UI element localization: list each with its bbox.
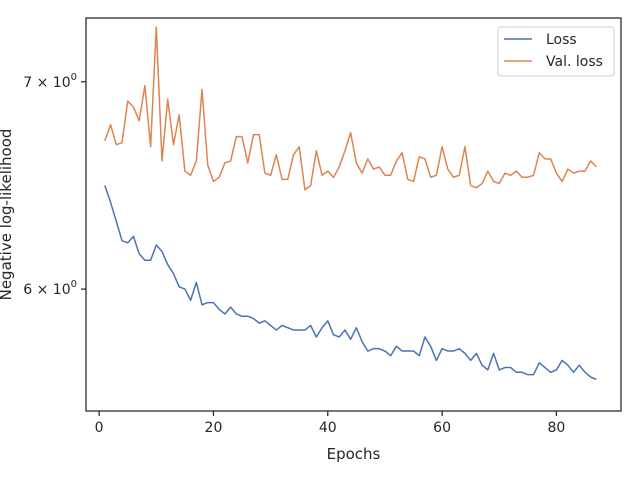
series-layer bbox=[104, 26, 597, 381]
x-axis-label: Epochs bbox=[327, 445, 381, 463]
series-line-loss bbox=[104, 185, 597, 381]
x-tick-label: 40 bbox=[319, 420, 337, 436]
x-tick-label: 0 bbox=[95, 420, 104, 436]
x-tick-label: 80 bbox=[547, 420, 565, 436]
y-tick-label: 6 × 100 bbox=[23, 279, 77, 298]
legend-label-loss: Loss bbox=[546, 32, 577, 48]
legend-label-val-loss: Val. loss bbox=[546, 54, 603, 70]
plot-frame bbox=[85, 17, 622, 412]
y-tick-label: 7 × 100 bbox=[23, 72, 77, 91]
x-axis: 0 20 40 60 80 bbox=[95, 411, 565, 436]
y-axis: 6 × 100 7 × 100 bbox=[23, 72, 86, 298]
y-axis-label: Negative log-likelihood bbox=[0, 129, 15, 301]
series-line-val-loss bbox=[104, 26, 597, 191]
x-tick-label: 20 bbox=[205, 420, 223, 436]
legend: Loss Val. loss bbox=[497, 26, 615, 77]
x-tick-label: 60 bbox=[433, 420, 451, 436]
